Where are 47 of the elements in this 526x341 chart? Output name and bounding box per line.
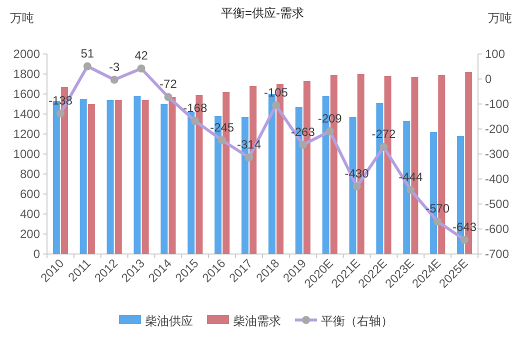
y-tick-label: 1800 <box>13 67 40 81</box>
bar <box>134 96 141 254</box>
y2-tick-label: 0 <box>485 72 492 86</box>
data-label: -272 <box>372 127 396 141</box>
data-label: -209 <box>318 111 342 126</box>
y-tick-label: 2000 <box>13 47 40 61</box>
bar <box>106 100 114 254</box>
data-label: -263 <box>290 124 316 139</box>
data-label: 51 <box>80 46 94 60</box>
y-tick-label: 200 <box>20 227 40 241</box>
y2-tick-label: -100 <box>485 97 510 111</box>
data-label: -570 <box>426 202 450 216</box>
y-tick-label: 1600 <box>13 87 40 101</box>
y2-tick-label: -200 <box>485 122 510 136</box>
y-tick-label: 1000 <box>13 147 40 161</box>
data-label: -444 <box>398 170 423 184</box>
y2-tick-label: -300 <box>485 147 510 161</box>
y2-tick-label: -700 <box>485 247 510 261</box>
bar <box>168 97 176 254</box>
y-tick-label: 600 <box>20 187 40 201</box>
data-label: -72 <box>160 77 178 91</box>
data-label: -643 <box>452 220 477 234</box>
y2-tick-label: -400 <box>485 172 510 186</box>
bar <box>142 100 149 254</box>
bar <box>188 112 195 254</box>
y-tick-label: 0 <box>33 247 40 261</box>
legend-label: 柴油需求 <box>233 314 281 328</box>
data-label: -245 <box>210 120 234 134</box>
chart-title: 平衡=供应-需求 <box>220 6 304 20</box>
y2-tick-label: -600 <box>485 222 510 236</box>
bar <box>114 100 122 254</box>
legend-label: 平衡（右轴） <box>321 314 393 328</box>
data-label: -430 <box>344 166 370 180</box>
y-tick-label: 800 <box>20 167 40 181</box>
y-tick-label: 1400 <box>13 107 40 121</box>
bar <box>80 99 87 254</box>
y2-tick-label: 100 <box>485 47 506 61</box>
data-label: 42 <box>134 48 148 62</box>
bar <box>88 104 95 254</box>
y2-axis-title: 万吨 <box>488 11 512 25</box>
bar <box>160 104 168 254</box>
y-axis-title: 万吨 <box>10 11 34 25</box>
data-label: -3 <box>109 60 120 74</box>
legend-label: 柴油供应 <box>145 314 193 328</box>
y-tick-label: 1200 <box>13 127 40 141</box>
y2-tick-label: -500 <box>485 197 510 211</box>
y-tick-label: 400 <box>20 207 40 221</box>
